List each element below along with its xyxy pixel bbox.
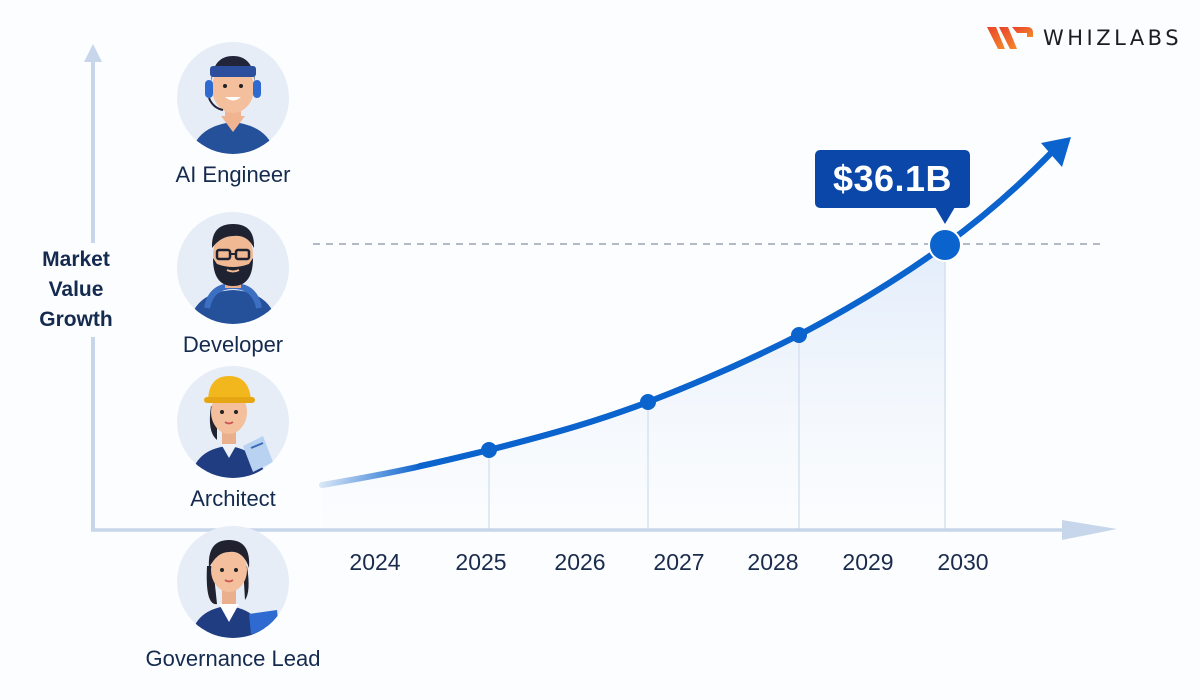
area-fill xyxy=(322,245,945,530)
persona-architect: Architect xyxy=(158,366,308,512)
ai-engineer-avatar-icon xyxy=(177,42,289,154)
y-axis-label-line: Value xyxy=(48,278,104,301)
x-tick-2029: 2029 xyxy=(842,549,894,575)
architect-avatar-icon xyxy=(177,366,289,478)
persona-developer: Developer xyxy=(158,212,308,358)
callout-value: $36.1B xyxy=(832,158,953,199)
marker-2028 xyxy=(791,327,807,343)
persona-label: Developer xyxy=(182,332,284,357)
x-tick-2028: 2028 xyxy=(747,549,799,575)
marker-2025 xyxy=(481,442,497,458)
persona-label: Architect xyxy=(190,486,276,511)
marker-2030 xyxy=(928,228,962,262)
persona-label: Governance Lead xyxy=(145,646,321,671)
x-tick-2024: 2024 xyxy=(349,549,401,575)
marker-2027 xyxy=(640,394,656,410)
guide-lines xyxy=(488,245,946,530)
x-tick-2030: 2030 xyxy=(937,549,989,575)
whizlabs-logo-mark-icon xyxy=(987,27,1033,49)
persona-governance-lead: Governance Lead xyxy=(146,526,320,672)
y-axis-label-line: Growth xyxy=(39,308,113,331)
persona-ai-engineer: AI Engineer xyxy=(158,42,308,188)
governance-lead-avatar-icon xyxy=(177,526,289,638)
whizlabs-logo: WHIZLABS xyxy=(987,24,1182,52)
x-tick-2027: 2027 xyxy=(653,549,705,575)
data-markers xyxy=(481,228,962,458)
x-tick-2026: 2026 xyxy=(554,549,606,575)
growth-arrowhead xyxy=(1041,137,1071,167)
brand-name: WHIZLABS xyxy=(1043,26,1183,50)
y-axis-label: Market Value Growth xyxy=(20,243,132,337)
developer-avatar-icon xyxy=(177,212,289,324)
x-tick-2025: 2025 xyxy=(455,549,507,575)
persona-label: AI Engineer xyxy=(175,162,291,187)
y-axis-label-line: Market xyxy=(42,248,110,271)
value-callout: $36.1B xyxy=(815,150,970,224)
